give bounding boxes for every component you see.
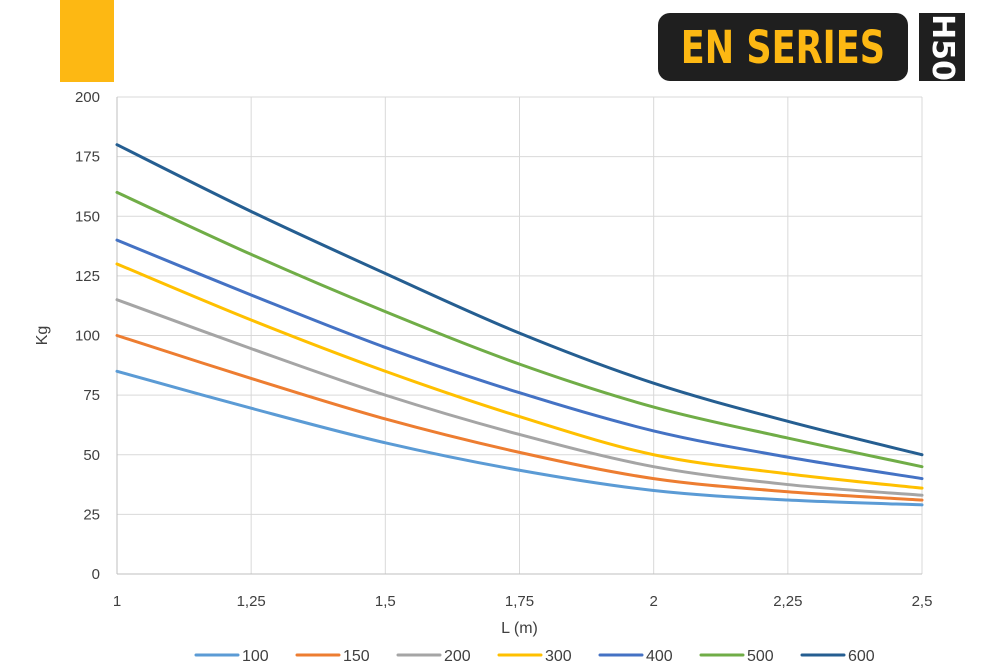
brand-badge: EN SERIES (658, 13, 908, 81)
chart-grid (117, 96, 923, 574)
series-line-150 (115, 334, 924, 502)
series-line-100 (115, 369, 924, 507)
brand-badge-text: EN SERIES (680, 20, 886, 74)
legend-label-600: 600 (848, 648, 875, 665)
series-line-500 (115, 190, 924, 469)
x-tick-label: 1,5 (375, 593, 396, 610)
legend-label-150: 150 (343, 648, 370, 665)
y-tick-label: 75 (83, 387, 100, 404)
y-tick-label: 150 (75, 208, 100, 225)
legend-label-100: 100 (242, 648, 269, 665)
legend-label-500: 500 (747, 648, 774, 665)
legend-label-300: 300 (545, 648, 572, 665)
x-tick-label: 2 (649, 593, 657, 610)
y-tick-label: 50 (83, 447, 100, 464)
x-tick-label: 2,5 (912, 593, 933, 610)
x-tick-label: 2,25 (773, 593, 802, 610)
x-tick-label: 1,75 (505, 593, 534, 610)
y-tick-label: 0 (92, 566, 100, 583)
y-tick-label: 25 (83, 506, 100, 523)
series-line-600 (115, 143, 924, 457)
y-tick-label: 100 (75, 328, 100, 345)
y-tick-label: 125 (75, 268, 100, 285)
y-tick-label: 175 (75, 149, 100, 166)
accent-block (60, 0, 114, 82)
y-tick-label: 200 (75, 89, 100, 106)
series-line-400 (115, 238, 924, 481)
model-badge: H50 (919, 13, 965, 81)
x-axis-title: L (m) (501, 620, 538, 637)
x-tick-label: 1,25 (237, 593, 266, 610)
chart-series (115, 143, 924, 507)
chart-legend: 100 150 200 300 400 500 600 (194, 648, 875, 665)
y-axis-title: Kg (34, 326, 51, 346)
chart-ticks: 0 25 50 75 100 125 150 175 200 1 1,25 1,5 1,75 2 2,25 2… (75, 89, 932, 610)
legend-label-200: 200 (444, 648, 471, 665)
series-line-300 (115, 262, 924, 490)
legend-label-400: 400 (646, 648, 673, 665)
x-tick-label: 1 (113, 593, 121, 610)
series-line-200 (115, 298, 924, 497)
